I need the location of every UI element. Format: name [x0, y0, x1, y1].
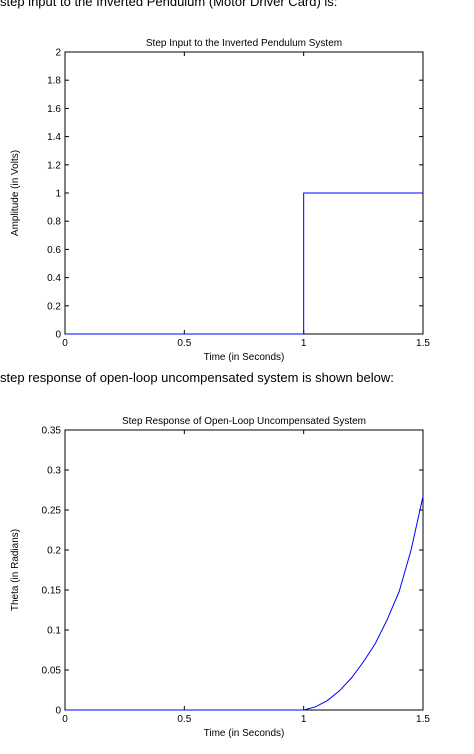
- chart-title: Step Input to the Inverted Pendulum Syst…: [146, 38, 342, 49]
- y-tick-label: 0.8: [47, 217, 61, 228]
- y-tick-label: 0.25: [42, 506, 62, 517]
- x-axis-label: Time (in Seconds): [204, 352, 285, 363]
- y-axis-label: Amplitude (in Volts): [10, 150, 21, 236]
- y-tick-label: 0.1: [47, 626, 61, 637]
- y-tick-label: 1: [55, 189, 61, 200]
- x-tick-label: 0: [62, 338, 68, 349]
- y-tick-label: 1.2: [47, 160, 61, 171]
- caption-step-response: step response of open-loop uncompensated…: [0, 370, 394, 385]
- y-tick-label: 0: [55, 330, 61, 341]
- x-tick-label: 1: [301, 714, 307, 725]
- chart-title: Step Response of Open-Loop Uncompensated…: [122, 416, 366, 427]
- series-line-0: [65, 496, 424, 711]
- x-tick-label: 0.5: [177, 338, 191, 349]
- y-tick-label: 0.2: [47, 546, 61, 557]
- x-tick-label: 1.5: [416, 338, 430, 349]
- y-tick-label: 1.8: [47, 76, 61, 87]
- x-tick-label: 0.5: [177, 714, 191, 725]
- y-tick-label: 0.2: [47, 301, 61, 312]
- step-response-chart: Step Response of Open-Loop Uncompensated…: [10, 416, 430, 739]
- caption-step-input: step input to the Inverted Pendulum (Mot…: [0, 0, 338, 9]
- series-line-0: [65, 192, 423, 335]
- x-tick-label: 0: [62, 714, 68, 725]
- y-tick-label: 0.3: [47, 466, 61, 477]
- y-tick-label: 0.15: [42, 586, 62, 597]
- x-tick-label: 1.5: [416, 714, 430, 725]
- y-axis-label: Theta (in Radians): [10, 529, 21, 611]
- step-input-chart: Step Input to the Inverted Pendulum Syst…: [10, 38, 430, 363]
- y-tick-label: 0.6: [47, 245, 61, 256]
- y-tick-label: 0.4: [47, 273, 61, 284]
- y-tick-label: 1.4: [47, 132, 61, 143]
- x-tick-label: 1: [301, 338, 307, 349]
- x-axis-label: Time (in Seconds): [204, 728, 285, 739]
- y-tick-label: 1.6: [47, 104, 61, 115]
- y-tick-label: 0.35: [42, 426, 62, 437]
- plot-frame: [64, 429, 424, 711]
- y-tick-label: 0.05: [42, 666, 62, 677]
- y-tick-label: 0: [55, 706, 61, 717]
- y-tick-label: 2: [55, 48, 61, 59]
